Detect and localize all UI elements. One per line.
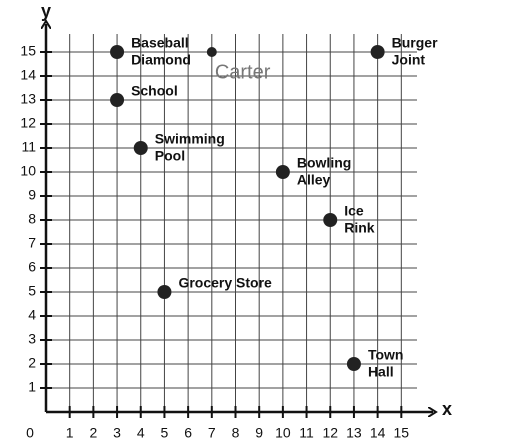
y-tick-label: 7 bbox=[28, 235, 36, 251]
point-label: School bbox=[131, 83, 178, 99]
point-label: Diamond bbox=[131, 52, 191, 68]
point-label: Ice bbox=[344, 203, 364, 219]
y-tick-label: 12 bbox=[20, 115, 36, 131]
y-tick-label: 8 bbox=[28, 211, 36, 227]
x-tick-label: 15 bbox=[394, 425, 410, 441]
point-label: Joint bbox=[392, 52, 426, 68]
y-axis-label: y bbox=[41, 1, 51, 21]
point bbox=[275, 165, 290, 179]
point bbox=[110, 93, 125, 107]
x-tick-label: 6 bbox=[184, 425, 192, 441]
x-tick-label: 11 bbox=[299, 425, 314, 441]
x-tick-label: 14 bbox=[370, 425, 386, 441]
point-label: Rink bbox=[344, 220, 375, 236]
annotation: Carter bbox=[215, 61, 271, 83]
point-label: Alley bbox=[297, 172, 331, 188]
y-tick-label: 5 bbox=[28, 283, 36, 299]
x-tick-label: 10 bbox=[275, 425, 291, 441]
annotation-point bbox=[206, 47, 217, 57]
point-label: Pool bbox=[155, 148, 185, 164]
x-tick-label: 0 bbox=[26, 425, 34, 441]
point bbox=[370, 45, 385, 59]
y-tick-label: 3 bbox=[28, 331, 36, 347]
x-tick-label: 13 bbox=[346, 425, 362, 441]
x-tick-label: 4 bbox=[137, 425, 145, 441]
point bbox=[110, 45, 125, 59]
x-tick-label: 8 bbox=[232, 425, 240, 441]
point-label: Swimming bbox=[155, 131, 225, 147]
point-label: Town bbox=[368, 347, 404, 363]
y-tick-label: 14 bbox=[20, 67, 36, 83]
y-tick-label: 4 bbox=[28, 307, 36, 323]
point-label: Grocery Store bbox=[178, 275, 272, 291]
y-tick-label: 11 bbox=[21, 139, 36, 155]
x-tick-label: 2 bbox=[89, 425, 97, 441]
y-tick-label: 10 bbox=[20, 163, 36, 179]
x-tick-label: 12 bbox=[322, 425, 338, 441]
point bbox=[346, 357, 361, 371]
x-tick-label: 5 bbox=[161, 425, 169, 441]
x-tick-label: 9 bbox=[255, 425, 263, 441]
x-tick-label: 1 bbox=[66, 425, 74, 441]
y-tick-label: 9 bbox=[28, 187, 36, 203]
point-label: Hall bbox=[368, 364, 394, 380]
x-tick-label: 3 bbox=[113, 425, 121, 441]
point bbox=[323, 213, 338, 227]
y-tick-label: 13 bbox=[20, 91, 36, 107]
x-tick-label: 7 bbox=[208, 425, 216, 441]
x-axis-label: x bbox=[442, 399, 452, 419]
y-tick-label: 1 bbox=[28, 379, 36, 395]
point-label: Burger bbox=[392, 35, 438, 51]
point-label: Baseball bbox=[131, 35, 189, 51]
y-tick-label: 6 bbox=[28, 259, 36, 275]
point bbox=[157, 285, 172, 299]
y-tick-label: 2 bbox=[28, 355, 36, 371]
point-label: Bowling bbox=[297, 155, 351, 171]
y-tick-label: 15 bbox=[20, 43, 36, 59]
point bbox=[133, 141, 148, 155]
